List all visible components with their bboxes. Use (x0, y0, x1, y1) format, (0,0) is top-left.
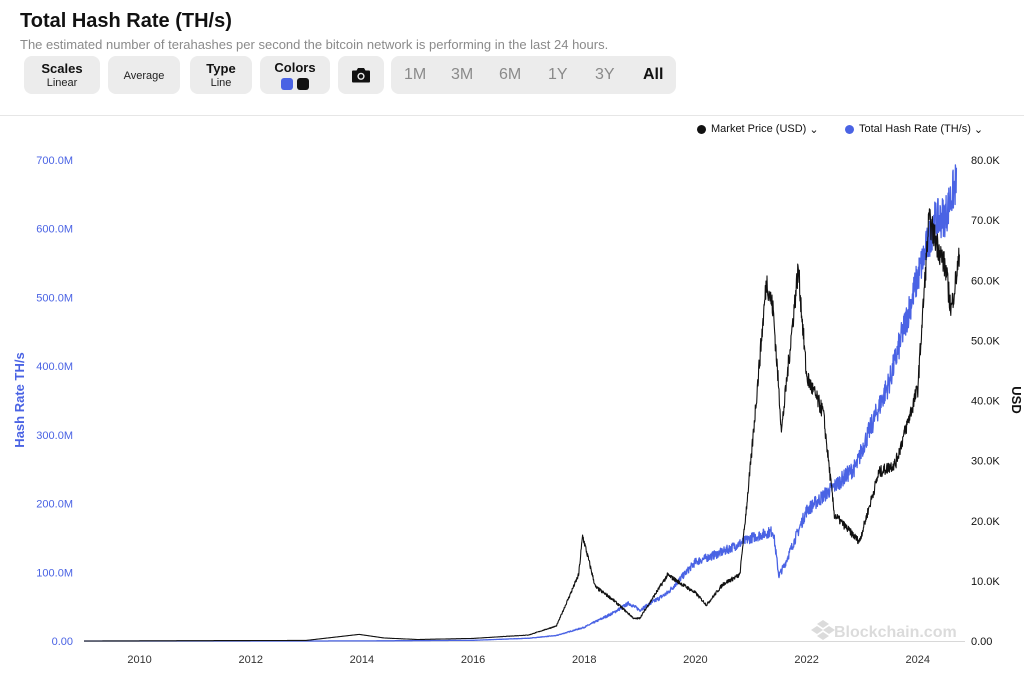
chevron-down-icon: ⌄ (809, 123, 819, 136)
header-divider (0, 115, 1024, 116)
scales-value: Linear (46, 77, 78, 89)
market-price-line (83, 208, 960, 642)
legend-market-price[interactable]: Market Price (USD) ⌄ (697, 121, 819, 137)
type-label: Type (206, 61, 236, 76)
market-price-dot-icon (697, 124, 706, 134)
legend-hash-rate-label: Total Hash Rate (TH/s) (859, 123, 971, 135)
x-tick-label: 2016 (461, 654, 485, 666)
blockchain-logo-icon (811, 620, 835, 640)
left-tick-label: 100.0M (36, 567, 73, 579)
left-axis-ticks: 0.00 100.0M 200.0M 300.0M 400.0M 500.0M 600.0M… (36, 155, 73, 648)
right-axis-label: USD (1009, 386, 1024, 413)
right-tick-label: 80.0K (971, 155, 1000, 167)
x-tick-label: 2022 (794, 654, 818, 666)
range-1y[interactable]: 1Y (548, 66, 568, 83)
range-3y[interactable]: 3Y (595, 66, 615, 83)
right-tick-label: 40.0K (971, 396, 1000, 408)
right-tick-label: 10.0K (971, 576, 1000, 588)
x-tick-label: 2014 (350, 654, 374, 666)
legend-hash-rate[interactable]: Total Hash Rate (TH/s) ⌄ (845, 121, 983, 137)
screenshot-button[interactable] (338, 56, 384, 94)
left-axis-label: Hash Rate TH/s (12, 352, 27, 447)
page-subtitle: The estimated number of terahashes per s… (20, 37, 609, 52)
market-price-color-swatch[interactable] (297, 78, 309, 90)
x-axis-ticks: 2010 2012 2014 2016 2018 2020 2022 2024 (127, 654, 930, 666)
average-button[interactable]: Average (108, 56, 180, 94)
type-button[interactable]: Type Line (190, 56, 252, 94)
legend-market-price-label: Market Price (USD) (711, 123, 807, 135)
camera-icon (352, 68, 370, 83)
left-tick-label: 0.00 (52, 636, 73, 648)
hash-rate-line (83, 164, 958, 642)
x-tick-label: 2024 (906, 654, 930, 666)
right-tick-label: 60.0K (971, 275, 1000, 287)
x-tick-label: 2010 (127, 654, 151, 666)
right-tick-label: 50.0K (971, 335, 1000, 347)
range-1m[interactable]: 1M (404, 66, 427, 83)
right-tick-label: 70.0K (971, 215, 1000, 227)
x-tick-label: 2018 (572, 654, 596, 666)
x-tick-label: 2020 (683, 654, 707, 666)
left-tick-label: 500.0M (36, 292, 73, 304)
left-tick-label: 600.0M (36, 224, 73, 236)
colors-label: Colors (274, 60, 316, 75)
left-tick-label: 400.0M (36, 361, 73, 373)
page-title: Total Hash Rate (TH/s) (20, 10, 232, 32)
right-axis-ticks: 0.00 10.0K 20.0K 30.0K 40.0K 50.0K 60.0K 70.0K 8… (971, 155, 1000, 648)
hash-rate-color-swatch[interactable] (281, 78, 293, 90)
right-tick-label: 20.0K (971, 516, 1000, 528)
range-all[interactable]: All (643, 66, 664, 83)
watermark-text: Blockchain.com (834, 624, 957, 641)
left-tick-label: 200.0M (36, 499, 73, 511)
range-6m[interactable]: 6M (499, 66, 522, 83)
left-tick-label: 700.0M (36, 155, 73, 167)
time-range-selector: 1M 3M 6M 1Y 3Y All (391, 56, 676, 94)
type-value: Line (210, 77, 232, 89)
scales-label: Scales (41, 61, 83, 76)
right-tick-label: 30.0K (971, 456, 1000, 468)
series-lines (83, 164, 960, 642)
colors-button[interactable]: Colors (260, 56, 330, 94)
chevron-down-icon: ⌄ (973, 123, 984, 136)
watermark: Blockchain.com (811, 620, 957, 641)
scales-button[interactable]: Scales Linear (24, 56, 100, 94)
x-tick-label: 2012 (239, 654, 263, 666)
average-label: Average (123, 69, 165, 82)
right-tick-label: 0.00 (971, 636, 992, 648)
range-3m[interactable]: 3M (451, 66, 474, 83)
left-tick-label: 300.0M (36, 430, 73, 442)
hash-rate-dot-icon (845, 124, 854, 134)
